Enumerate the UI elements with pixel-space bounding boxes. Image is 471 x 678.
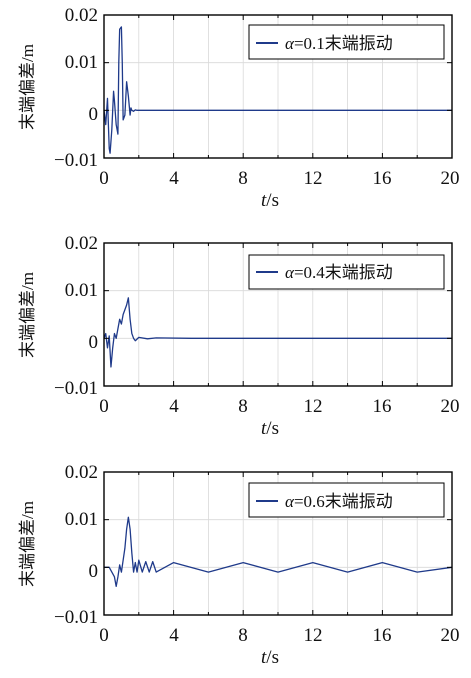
x-axis-label: t/s bbox=[261, 647, 279, 668]
y-tick-labels: 0.02 0.01 0 −0.01 bbox=[54, 5, 98, 171]
y-axis-label: 末端偏差/m bbox=[18, 44, 37, 130]
y-tick-label: 0 bbox=[89, 332, 99, 353]
legend-box bbox=[248, 254, 445, 290]
series-lines bbox=[103, 297, 452, 368]
legend-label: α=0.6末端振动 bbox=[285, 492, 393, 511]
x-tick-label: 8 bbox=[238, 625, 248, 646]
legend-box bbox=[248, 24, 445, 60]
legend: α=0.1末端振动 bbox=[248, 24, 445, 60]
y-tick-label: 0 bbox=[89, 561, 99, 582]
x-tick-labels: 0 4 8 12 16 20 bbox=[99, 625, 459, 646]
panel-2: 0.02 0.01 0 −0.01 0 4 8 12 16 20 t/s 末端偏… bbox=[18, 233, 460, 439]
legend-box bbox=[248, 482, 445, 518]
legend: α=0.6末端振动 bbox=[248, 482, 445, 518]
series-lines bbox=[104, 516, 453, 588]
x-tick-label: 0 bbox=[99, 625, 109, 646]
x-tick-label: 0 bbox=[99, 168, 109, 189]
y-tick-label: −0.01 bbox=[54, 150, 98, 171]
x-tick-label: 16 bbox=[373, 396, 392, 417]
y-tick-label: −0.01 bbox=[54, 378, 98, 399]
x-axis-label: t/s bbox=[261, 418, 279, 439]
y-tick-label: 0.01 bbox=[65, 509, 98, 530]
x-tick-label: 8 bbox=[238, 168, 248, 189]
panel-1: 0.02 0.01 0 −0.01 0 4 8 12 16 20 t/s 末端偏… bbox=[18, 5, 460, 211]
y-tick-label: 0.02 bbox=[65, 233, 98, 254]
ticks bbox=[103, 471, 453, 616]
y-tick-labels: 0.02 0.01 0 −0.01 bbox=[54, 462, 98, 628]
x-tick-label: 12 bbox=[304, 396, 323, 417]
x-tick-labels: 0 4 8 12 16 20 bbox=[99, 168, 459, 189]
x-tick-label: 20 bbox=[441, 396, 460, 417]
y-tick-label: 0.01 bbox=[65, 52, 98, 73]
series-line bbox=[103, 26, 452, 154]
y-axis-label: 末端偏差/m bbox=[18, 272, 37, 358]
x-tick-labels: 0 4 8 12 16 20 bbox=[99, 396, 459, 417]
y-tick-label: 0.02 bbox=[65, 5, 98, 26]
x-tick-label: 20 bbox=[441, 168, 460, 189]
x-tick-label: 12 bbox=[304, 625, 323, 646]
y-axis-label: 末端偏差/m bbox=[18, 501, 37, 587]
legend-label: α=0.4末端振动 bbox=[285, 263, 393, 282]
x-tick-label: 8 bbox=[238, 396, 248, 417]
ticks bbox=[103, 242, 453, 387]
x-tick-label: 16 bbox=[373, 168, 392, 189]
y-tick-label: 0 bbox=[89, 104, 99, 125]
legend-label: α=0.1末端振动 bbox=[285, 34, 393, 53]
series-lines bbox=[103, 26, 452, 154]
ticks bbox=[103, 14, 453, 159]
x-tick-label: 16 bbox=[373, 625, 392, 646]
y-tick-label: 0.01 bbox=[65, 280, 98, 301]
grid bbox=[104, 472, 452, 615]
x-tick-label: 0 bbox=[99, 396, 109, 417]
x-tick-label: 12 bbox=[304, 168, 323, 189]
legend: α=0.4末端振动 bbox=[248, 254, 445, 290]
y-tick-label: −0.01 bbox=[54, 607, 98, 628]
y-tick-label: 0.02 bbox=[65, 462, 98, 483]
x-tick-label: 4 bbox=[169, 168, 179, 189]
x-tick-label: 20 bbox=[441, 625, 460, 646]
x-axis-label: t/s bbox=[261, 190, 279, 211]
panel-3: 0.02 0.01 0 −0.01 0 4 8 12 16 20 t/s 末端偏… bbox=[18, 462, 460, 668]
y-tick-labels: 0.02 0.01 0 −0.01 bbox=[54, 233, 98, 399]
x-tick-label: 4 bbox=[169, 625, 179, 646]
series-line bbox=[103, 297, 452, 368]
series-line bbox=[104, 516, 453, 588]
x-tick-label: 4 bbox=[169, 396, 179, 417]
